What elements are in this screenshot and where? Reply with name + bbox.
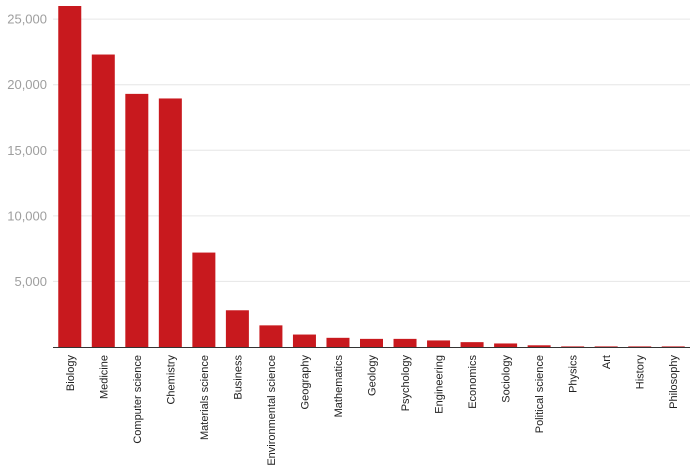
bar-history [628,346,652,347]
bar-materials-science [192,252,216,347]
y-tick-label: 20,000 [7,77,47,92]
bars [58,6,685,348]
y-tick-label: 15,000 [7,143,47,158]
bar-business [225,310,249,347]
x-tick-label: Physics [568,355,580,393]
y-tick-label: 5,000 [14,274,47,289]
bar-environmental-science [259,325,283,347]
bar-chemistry [158,98,182,347]
bar-geology [360,338,383,347]
bar-geography [292,334,316,347]
x-tick-label: Computer science [132,355,144,444]
y-tick-label: 10,000 [7,208,47,223]
bar-engineering [427,340,451,347]
y-tick-label: 25,000 [7,12,47,27]
y-axis-ticks: 5,000 10,000 15,000 20,000 25,000 [7,12,47,289]
x-tick-label: Philosophy [668,355,680,409]
x-tick-label: Environmental science [266,355,278,466]
x-tick-label: Engineering [434,355,446,414]
bar-philosophy [661,346,685,347]
bar-computer-science [125,93,149,347]
x-tick-label: Sociology [501,355,513,403]
gridlines [53,18,690,282]
bar-biology [58,6,82,347]
x-tick-label: Chemistry [165,355,177,405]
x-tick-label: Mathematics [333,355,345,418]
x-tick-label: Biology [65,355,77,392]
x-axis-category-labels: Biology Medicine Computer science Chemistry… [65,355,680,466]
bar-psychology [393,338,417,347]
x-tick-label: Psychology [400,355,412,412]
bar-political-science [527,345,551,347]
x-tick-label: Geology [367,355,379,396]
x-tick-label: Business [232,355,244,400]
bar-art [594,346,618,347]
x-tick-label: Economics [467,355,479,409]
x-tick-label: Materials science [199,355,211,440]
bar-mathematics [326,337,350,347]
x-tick-label: Art [601,355,613,369]
bar-medicine [91,54,115,348]
x-tick-label: Political science [534,355,546,433]
x-tick-label: Geography [299,355,311,410]
x-tick-label: History [635,355,647,390]
bar-sociology [494,343,518,347]
x-tick-label: Medicine [98,355,110,399]
bar-physics [561,346,585,347]
bar-economics [460,342,484,347]
